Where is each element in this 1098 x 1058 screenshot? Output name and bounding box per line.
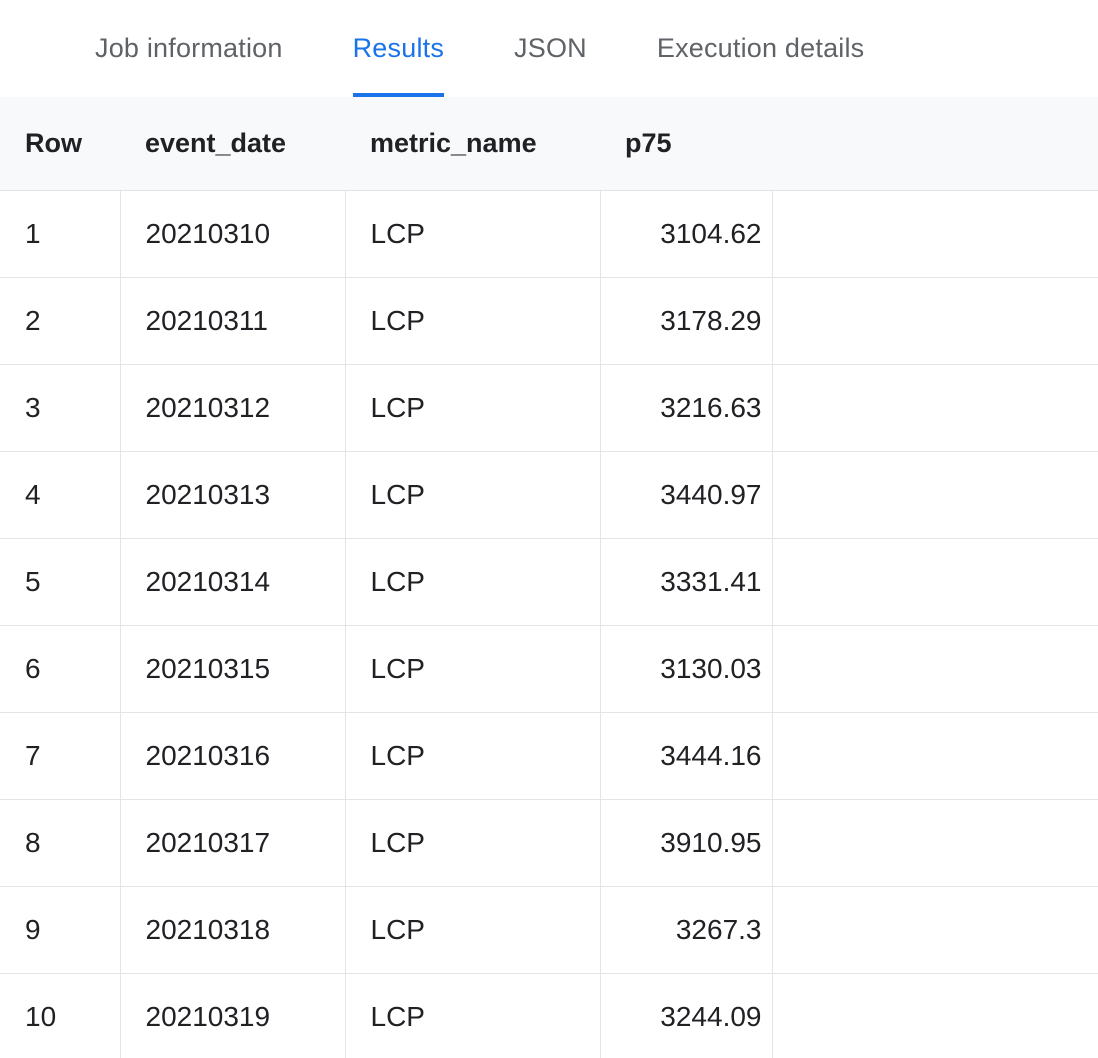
event-date-cell: 20210316 [120, 712, 346, 800]
filler-cell [772, 712, 1098, 800]
col-header-metric-name: metric_name [345, 97, 600, 191]
event-date-cell: 20210310 [120, 190, 346, 278]
tab-job-information[interactable]: Job information [95, 33, 283, 63]
p75-cell: 3216.63 [600, 364, 773, 452]
event-date-cell: 20210315 [120, 625, 346, 713]
event-date-cell: 20210317 [120, 799, 346, 887]
p75-cell: 3440.97 [600, 451, 773, 539]
p75-cell: 3244.09 [600, 973, 773, 1058]
event-date-cell: 20210311 [120, 277, 346, 365]
filler-cell [772, 190, 1098, 278]
metric-name-cell: LCP [345, 277, 601, 365]
row-number-cell: 2 [0, 277, 121, 365]
col-header-p75: p75 [600, 97, 772, 191]
filler-cell [772, 451, 1098, 539]
event-date-cell: 20210314 [120, 538, 346, 626]
table-header-row: Row event_date metric_name p75 [0, 97, 1098, 191]
table-row: 8 20210317 LCP 3910.95 [0, 799, 1098, 887]
col-header-row: Row [0, 97, 120, 191]
table-row: 6 20210315 LCP 3130.03 [0, 625, 1098, 713]
filler-cell [772, 886, 1098, 974]
metric-name-cell: LCP [345, 190, 601, 278]
event-date-cell: 20210318 [120, 886, 346, 974]
results-tab-bar: Job information Results JSON Execution d… [0, 0, 1098, 97]
tab-execution-details[interactable]: Execution details [656, 33, 865, 63]
tab-json[interactable]: JSON [514, 33, 587, 63]
p75-cell: 3444.16 [600, 712, 773, 800]
p75-cell: 3910.95 [600, 799, 773, 887]
filler-cell [772, 973, 1098, 1058]
row-number-cell: 10 [0, 973, 121, 1058]
table-row: 4 20210313 LCP 3440.97 [0, 451, 1098, 539]
metric-name-cell: LCP [345, 886, 601, 974]
query-results-table: Row event_date metric_name p75 1 2021031… [0, 97, 1098, 1058]
metric-name-cell: LCP [345, 364, 601, 452]
col-header-event-date: event_date [120, 97, 345, 191]
table-row: 9 20210318 LCP 3267.3 [0, 886, 1098, 974]
table-row: 7 20210316 LCP 3444.16 [0, 712, 1098, 800]
metric-name-cell: LCP [345, 538, 601, 626]
metric-name-cell: LCP [345, 973, 601, 1058]
filler-cell [772, 364, 1098, 452]
table-row: 2 20210311 LCP 3178.29 [0, 277, 1098, 365]
event-date-cell: 20210319 [120, 973, 346, 1058]
filler-cell [772, 277, 1098, 365]
row-number-cell: 1 [0, 190, 121, 278]
col-header-filler [772, 97, 1098, 191]
row-number-cell: 6 [0, 625, 121, 713]
table-row: 3 20210312 LCP 3216.63 [0, 364, 1098, 452]
p75-cell: 3178.29 [600, 277, 773, 365]
row-number-cell: 8 [0, 799, 121, 887]
event-date-cell: 20210313 [120, 451, 346, 539]
table-row: 1 20210310 LCP 3104.62 [0, 190, 1098, 278]
table-row: 5 20210314 LCP 3331.41 [0, 538, 1098, 626]
p75-cell: 3267.3 [600, 886, 773, 974]
metric-name-cell: LCP [345, 799, 601, 887]
row-number-cell: 4 [0, 451, 121, 539]
filler-cell [772, 799, 1098, 887]
p75-cell: 3130.03 [600, 625, 773, 713]
row-number-cell: 5 [0, 538, 121, 626]
metric-name-cell: LCP [345, 712, 601, 800]
tab-results[interactable]: Results [352, 0, 445, 97]
event-date-cell: 20210312 [120, 364, 346, 452]
row-number-cell: 7 [0, 712, 121, 800]
p75-cell: 3104.62 [600, 190, 773, 278]
metric-name-cell: LCP [345, 451, 601, 539]
row-number-cell: 9 [0, 886, 121, 974]
filler-cell [772, 538, 1098, 626]
filler-cell [772, 625, 1098, 713]
row-number-cell: 3 [0, 364, 121, 452]
metric-name-cell: LCP [345, 625, 601, 713]
p75-cell: 3331.41 [600, 538, 773, 626]
table-row: 10 20210319 LCP 3244.09 [0, 973, 1098, 1058]
